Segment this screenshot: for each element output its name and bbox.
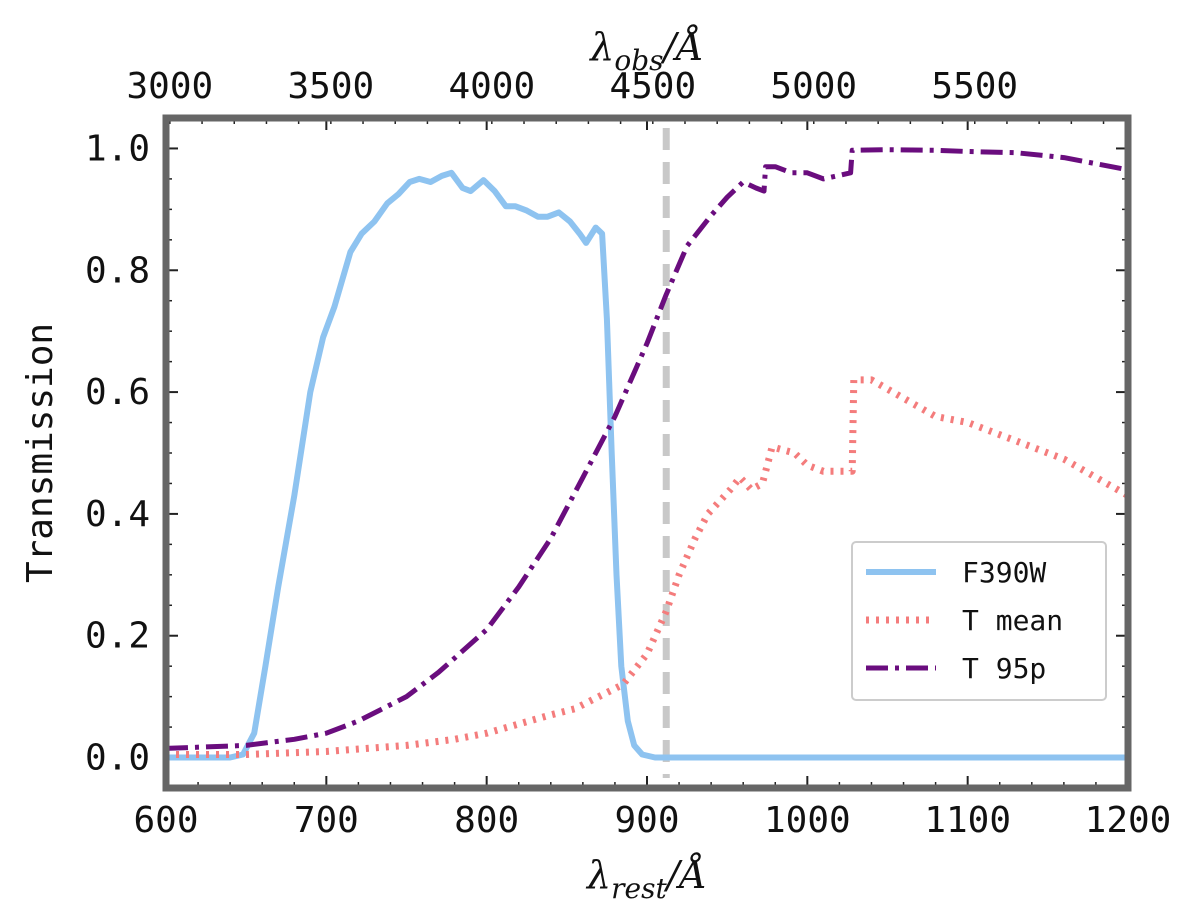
top-tick-label: 3000 bbox=[127, 66, 214, 107]
y-tick-label: 0.2 bbox=[85, 616, 150, 657]
x-tick-label: 600 bbox=[133, 800, 198, 841]
top-tick-label: 4000 bbox=[448, 66, 535, 107]
labels-layer: 600 700 800 900 1000 1100 1200 3000 3500 4000 4500… bbox=[85, 66, 1171, 841]
plot-frame bbox=[162, 114, 1132, 792]
series-line-t-95p bbox=[165, 147, 1129, 751]
y-tick-label: 1.0 bbox=[85, 128, 150, 169]
top-tick-label: 4500 bbox=[609, 66, 696, 107]
y-axis-label: Transmission bbox=[20, 323, 61, 583]
y-tick-label: 0.4 bbox=[85, 494, 150, 535]
series-line-t-mean bbox=[166, 376, 1130, 758]
legend-label: F390W bbox=[962, 556, 1046, 589]
top-tick-label: 5000 bbox=[770, 66, 857, 107]
top-tick-label: 3500 bbox=[287, 66, 374, 107]
x-axis-label-rest: λrest/Å bbox=[585, 853, 707, 905]
y-tick-label: 0.0 bbox=[85, 738, 150, 779]
y-tick-label: 0.6 bbox=[85, 372, 150, 413]
legend-label: T 95p bbox=[962, 652, 1046, 685]
y-tick-label: 0.8 bbox=[85, 250, 150, 291]
legend: F390W T mean T 95p bbox=[851, 541, 1107, 701]
top-tick-label: 5500 bbox=[931, 66, 1018, 107]
series-line-f390w bbox=[166, 169, 1128, 761]
x-tick-label: 900 bbox=[614, 800, 679, 841]
data-layer bbox=[165, 128, 1130, 778]
x-tick-label: 1200 bbox=[1085, 800, 1172, 841]
legend-label: T mean bbox=[962, 604, 1063, 637]
x-tick-label: 1000 bbox=[764, 800, 851, 841]
x-axis-label-obs: λobs/Å bbox=[588, 25, 704, 77]
x-tick-label: 700 bbox=[294, 800, 359, 841]
x-tick-label: 800 bbox=[454, 800, 519, 841]
legend-box bbox=[851, 541, 1107, 701]
x-tick-label: 1100 bbox=[924, 800, 1011, 841]
